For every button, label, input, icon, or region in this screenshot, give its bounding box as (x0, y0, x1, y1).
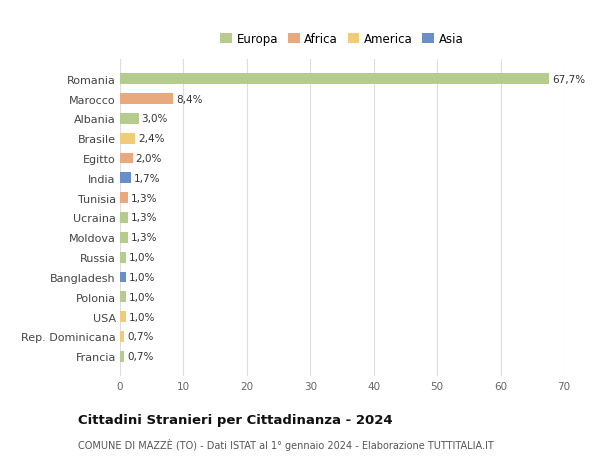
Bar (120, 331, 124, 342)
Text: 3,0%: 3,0% (142, 114, 168, 124)
Bar (120, 351, 124, 362)
Text: 1,0%: 1,0% (129, 272, 155, 282)
Bar (120, 193, 128, 204)
Bar (120, 94, 173, 105)
Text: 8,4%: 8,4% (176, 94, 202, 104)
Text: 2,4%: 2,4% (138, 134, 164, 144)
Bar (120, 213, 128, 224)
Text: COMUNE DI MAZZÈ (TO) - Dati ISTAT al 1° gennaio 2024 - Elaborazione TUTTITALIA.I: COMUNE DI MAZZÈ (TO) - Dati ISTAT al 1° … (78, 438, 494, 450)
Text: 0,7%: 0,7% (127, 332, 154, 342)
Text: 1,7%: 1,7% (133, 174, 160, 184)
Legend: Europa, Africa, America, Asia: Europa, Africa, America, Asia (218, 31, 466, 48)
Text: 67,7%: 67,7% (552, 74, 585, 84)
Text: 1,0%: 1,0% (129, 312, 155, 322)
Text: 1,3%: 1,3% (131, 233, 157, 243)
Text: Cittadini Stranieri per Cittadinanza - 2024: Cittadini Stranieri per Cittadinanza - 2… (78, 413, 392, 426)
Bar (120, 312, 127, 322)
Bar (120, 153, 133, 164)
Text: 0,7%: 0,7% (127, 352, 154, 362)
Text: 1,3%: 1,3% (131, 193, 157, 203)
Bar (120, 232, 128, 243)
Bar (120, 173, 131, 184)
Bar (120, 252, 127, 263)
Bar (120, 292, 127, 302)
Bar (120, 134, 135, 144)
Text: 1,0%: 1,0% (129, 252, 155, 263)
Bar (120, 272, 127, 283)
Text: 1,0%: 1,0% (129, 292, 155, 302)
Text: 2,0%: 2,0% (135, 154, 161, 164)
Bar (120, 114, 139, 124)
Text: 1,3%: 1,3% (131, 213, 157, 223)
Bar (120, 74, 550, 85)
